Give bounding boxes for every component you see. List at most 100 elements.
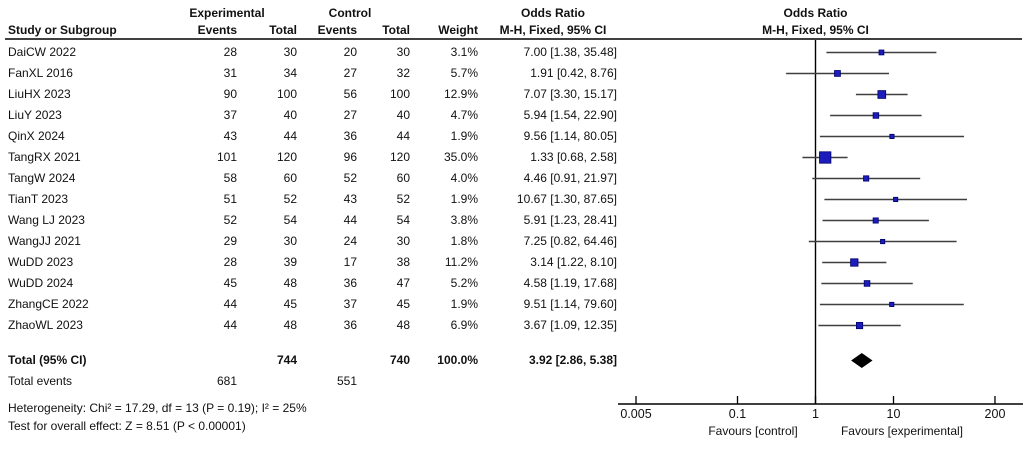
exp-total-value: 40 <box>283 108 297 122</box>
study-label: TangW 2024 <box>8 171 76 185</box>
total-weight: 100.0% <box>437 353 478 367</box>
exp-events-value: 28 <box>223 45 237 59</box>
exp-events-value: 44 <box>223 297 237 311</box>
total-label: Total (95% CI) <box>8 353 87 367</box>
exp-total-value: 30 <box>283 234 297 248</box>
col-header-ctrl-total: Total <box>382 23 410 37</box>
or-marker <box>863 175 870 182</box>
col-header-weight: Weight <box>438 23 478 37</box>
exp-events-value: 58 <box>223 171 237 185</box>
ctrl-total-value: 120 <box>389 150 410 164</box>
ctrl-total-value: 45 <box>396 297 410 311</box>
or-marker <box>877 90 887 99</box>
weight-value: 11.2% <box>444 255 478 269</box>
or-ci-value: 3.14 [1.22, 8.10] <box>530 255 617 269</box>
weight-value: 4.0% <box>450 171 478 185</box>
study-label: DaiCW 2022 <box>8 45 77 59</box>
study-label: ZhangCE 2022 <box>8 297 89 311</box>
total-events-exp: 681 <box>216 374 237 388</box>
exp-total-value: 34 <box>283 66 297 80</box>
exp-events-value: 45 <box>223 276 237 290</box>
exp-events-value: 51 <box>223 192 237 206</box>
ctrl-total-value: 54 <box>396 213 410 227</box>
overall-effect-note: Test for overall effect: Z = 8.51 (P < 0… <box>8 419 246 433</box>
total-exp-total: 744 <box>276 353 297 367</box>
exp-total-value: 30 <box>283 45 297 59</box>
weight-value: 5.2% <box>450 276 478 290</box>
weight-value: 1.9% <box>450 129 478 143</box>
or-marker <box>872 112 880 119</box>
weight-value: 1.9% <box>450 192 478 206</box>
total-events-ctrl: 551 <box>336 374 357 388</box>
exp-total-value: 60 <box>283 171 297 185</box>
or-ci-value: 4.46 [0.91, 21.97] <box>523 171 617 185</box>
axis-tick-label: 0.1 <box>729 407 746 421</box>
ctrl-events-value: 27 <box>343 108 357 122</box>
exp-events-value: 28 <box>223 255 237 269</box>
or-marker <box>856 321 864 330</box>
exp-events-value: 43 <box>223 129 237 143</box>
summary-diamond <box>851 353 873 368</box>
ctrl-total-value: 38 <box>396 255 410 269</box>
or-marker <box>872 217 879 224</box>
axis-tick-label: 1 <box>812 407 819 421</box>
weight-value: 12.9% <box>443 87 478 101</box>
ctrl-events-value: 36 <box>343 318 357 332</box>
study-label: LiuHX 2023 <box>8 87 71 101</box>
or-marker <box>880 238 886 245</box>
exp-total-value: 54 <box>283 213 297 227</box>
ctrl-total-value: 44 <box>396 129 410 143</box>
ctrl-events-value: 24 <box>343 234 357 248</box>
exp-total-value: 52 <box>283 192 297 206</box>
favours-experimental-label: Favours [experimental] <box>840 424 964 438</box>
ctrl-total-value: 40 <box>396 108 410 122</box>
weight-value: 3.8% <box>450 213 478 227</box>
or-ci-value: 4.58 [1.19, 17.68] <box>523 276 617 290</box>
exp-total-value: 39 <box>283 255 297 269</box>
ctrl-total-value: 32 <box>396 66 410 80</box>
ctrl-events-value: 17 <box>343 255 357 269</box>
or-marker <box>863 280 871 287</box>
ctrl-total-value: 30 <box>396 45 410 59</box>
study-label: Wang LJ 2023 <box>8 213 85 227</box>
exp-total-value: 45 <box>283 297 297 311</box>
or-ci-value: 7.07 [3.30, 15.17] <box>523 87 617 101</box>
axis-tick-label: 0.005 <box>620 407 651 421</box>
axis-tick-label: 200 <box>985 407 1006 421</box>
ctrl-total-value: 47 <box>396 276 410 290</box>
or-marker <box>893 196 899 203</box>
study-label: ZhaoWL 2023 <box>8 318 83 332</box>
weight-value: 1.9% <box>450 297 478 311</box>
or-marker <box>819 151 832 164</box>
col-group-odds-ratio-text: Odds Ratio <box>520 6 585 20</box>
exp-events-value: 52 <box>223 213 237 227</box>
col-header-exp-total: Total <box>269 23 297 37</box>
exp-total-value: 44 <box>283 129 297 143</box>
col-group-experimental: Experimental <box>189 6 265 20</box>
ctrl-events-value: 37 <box>343 297 357 311</box>
exp-total-value: 48 <box>283 276 297 290</box>
or-marker <box>850 258 859 267</box>
or-ci-value: 10.67 [1.30, 87.65] <box>516 192 617 206</box>
study-label: LiuY 2023 <box>8 108 62 122</box>
exp-total-value: 48 <box>283 318 297 332</box>
ctrl-total-value: 60 <box>396 171 410 185</box>
exp-total-value: 100 <box>276 87 297 101</box>
study-label: WuDD 2024 <box>8 276 74 290</box>
or-marker <box>878 49 885 56</box>
favours-control-label: Favours [control] <box>708 424 798 438</box>
weight-value: 3.1% <box>450 45 478 59</box>
exp-events-value: 29 <box>223 234 237 248</box>
or-ci-value: 5.91 [1.23, 28.41] <box>523 213 617 227</box>
study-label: TianT 2023 <box>8 192 69 206</box>
col-group-control: Control <box>328 6 372 20</box>
total-events-label: Total events <box>8 374 73 388</box>
col-header-mh-fixed-text: M-H, Fixed, 95% CI <box>499 23 607 37</box>
weight-value: 6.9% <box>450 318 478 332</box>
study-label: WangJJ 2021 <box>8 234 81 248</box>
or-ci-value: 9.56 [1.14, 80.05] <box>523 129 617 143</box>
or-ci-value: 5.94 [1.54, 22.90] <box>523 108 617 122</box>
ctrl-events-value: 52 <box>343 171 357 185</box>
total-ctrl-total: 740 <box>389 353 410 367</box>
